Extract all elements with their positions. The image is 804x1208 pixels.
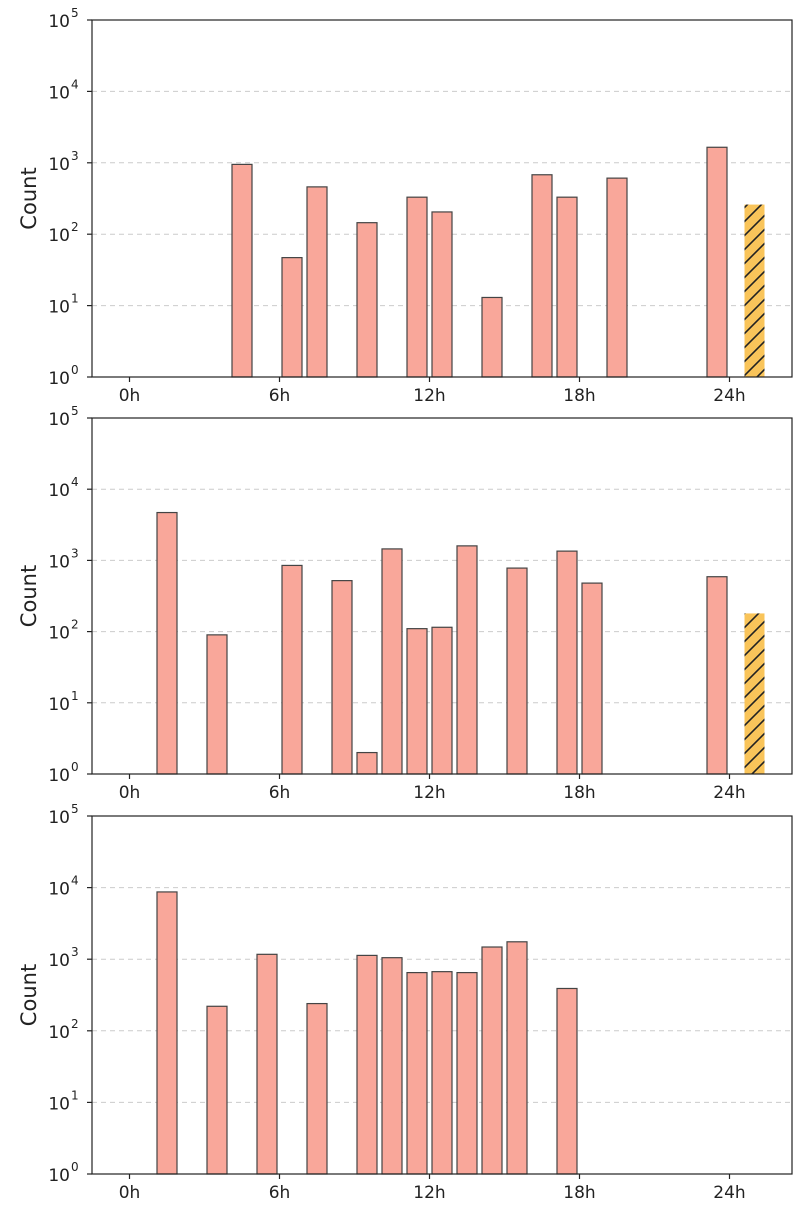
bar	[306, 186, 328, 378]
bar	[506, 567, 528, 775]
y-tick-label: 10	[48, 481, 70, 501]
bar	[556, 196, 578, 378]
x-tick-label: 6h	[269, 783, 291, 803]
y-tick-exponent: 2	[71, 618, 79, 632]
bar	[306, 1002, 328, 1175]
x-tick-label: 6h	[269, 386, 291, 406]
bar	[481, 946, 503, 1175]
bar	[706, 146, 728, 378]
bar	[281, 564, 303, 775]
bar	[606, 177, 628, 378]
y-tick-exponent: 3	[71, 149, 79, 163]
y-tick-label: 10	[48, 695, 70, 715]
bar	[331, 580, 353, 775]
x-tick-label: 12h	[413, 1183, 445, 1203]
axes-frame	[91, 815, 793, 1175]
bar	[531, 174, 553, 378]
y-tick-exponent: 0	[71, 1160, 79, 1174]
highlight-bar-hatch	[744, 204, 765, 377]
x-tick-label: 6h	[269, 1183, 291, 1203]
bar	[431, 211, 453, 378]
bar	[281, 257, 303, 378]
bar	[581, 582, 603, 775]
bar	[406, 196, 428, 378]
y-tick-exponent: 2	[71, 220, 79, 234]
y-tick-label: 10	[48, 552, 70, 572]
bar	[456, 545, 478, 775]
highlight-bar-hatch	[744, 613, 765, 774]
y-tick-exponent: 5	[71, 404, 79, 418]
bar	[431, 971, 453, 1175]
y-tick-label: 10	[48, 880, 70, 900]
y-tick-exponent: 2	[71, 1017, 79, 1031]
y-tick-exponent: 3	[71, 546, 79, 560]
y-axis-label: Count	[17, 167, 41, 229]
y-tick-exponent: 5	[71, 6, 79, 20]
y-tick-label: 10	[48, 1094, 70, 1114]
y-tick-label: 10	[48, 12, 70, 32]
y-tick-exponent: 1	[71, 689, 79, 703]
bar	[206, 634, 228, 775]
x-tick-label: 18h	[563, 783, 595, 803]
x-tick-label: 18h	[563, 386, 595, 406]
bar	[156, 511, 178, 775]
y-tick-label: 10	[48, 226, 70, 246]
bar	[431, 626, 453, 775]
y-tick-label: 10	[48, 1166, 70, 1186]
bar	[456, 971, 478, 1175]
y-tick-label: 10	[48, 155, 70, 175]
bar	[706, 576, 728, 775]
y-tick-label: 10	[48, 1023, 70, 1043]
bar	[381, 548, 403, 775]
bar	[256, 953, 278, 1175]
bar	[406, 628, 428, 775]
y-tick-label: 10	[48, 808, 70, 828]
y-tick-exponent: 1	[71, 292, 79, 306]
bar	[231, 163, 253, 378]
y-tick-label: 10	[48, 369, 70, 389]
bar	[356, 954, 378, 1175]
y-tick-exponent: 1	[71, 1088, 79, 1102]
x-tick-label: 0h	[119, 783, 141, 803]
x-tick-label: 0h	[119, 1183, 141, 1203]
bar	[206, 1005, 228, 1175]
y-tick-exponent: 5	[71, 802, 79, 816]
bar	[406, 971, 428, 1175]
x-tick-label: 24h	[713, 1183, 745, 1203]
x-tick-label: 12h	[413, 386, 445, 406]
axes-frame	[91, 19, 793, 378]
bar	[381, 957, 403, 1175]
bar	[506, 941, 528, 1175]
y-tick-exponent: 4	[71, 874, 79, 888]
y-tick-label: 10	[48, 624, 70, 644]
x-tick-label: 24h	[713, 386, 745, 406]
bar	[156, 891, 178, 1175]
y-tick-label: 10	[48, 298, 70, 318]
y-tick-label: 10	[48, 766, 70, 786]
y-tick-exponent: 4	[71, 475, 79, 489]
y-axis-label: Count	[17, 964, 41, 1026]
bar	[356, 222, 378, 378]
bar	[356, 751, 378, 775]
x-tick-label: 24h	[713, 783, 745, 803]
y-tick-label: 10	[48, 951, 70, 971]
y-axis-label: Count	[17, 565, 41, 627]
bar	[481, 296, 503, 378]
y-tick-label: 10	[48, 410, 70, 430]
axes-frame	[91, 417, 793, 775]
bar	[556, 987, 578, 1175]
x-tick-label: 12h	[413, 783, 445, 803]
x-tick-label: 18h	[563, 1183, 595, 1203]
y-tick-exponent: 4	[71, 77, 79, 91]
bar	[556, 550, 578, 775]
y-tick-exponent: 0	[71, 363, 79, 377]
x-tick-label: 0h	[119, 386, 141, 406]
y-tick-exponent: 0	[71, 760, 79, 774]
y-tick-exponent: 3	[71, 945, 79, 959]
y-tick-label: 10	[48, 83, 70, 103]
